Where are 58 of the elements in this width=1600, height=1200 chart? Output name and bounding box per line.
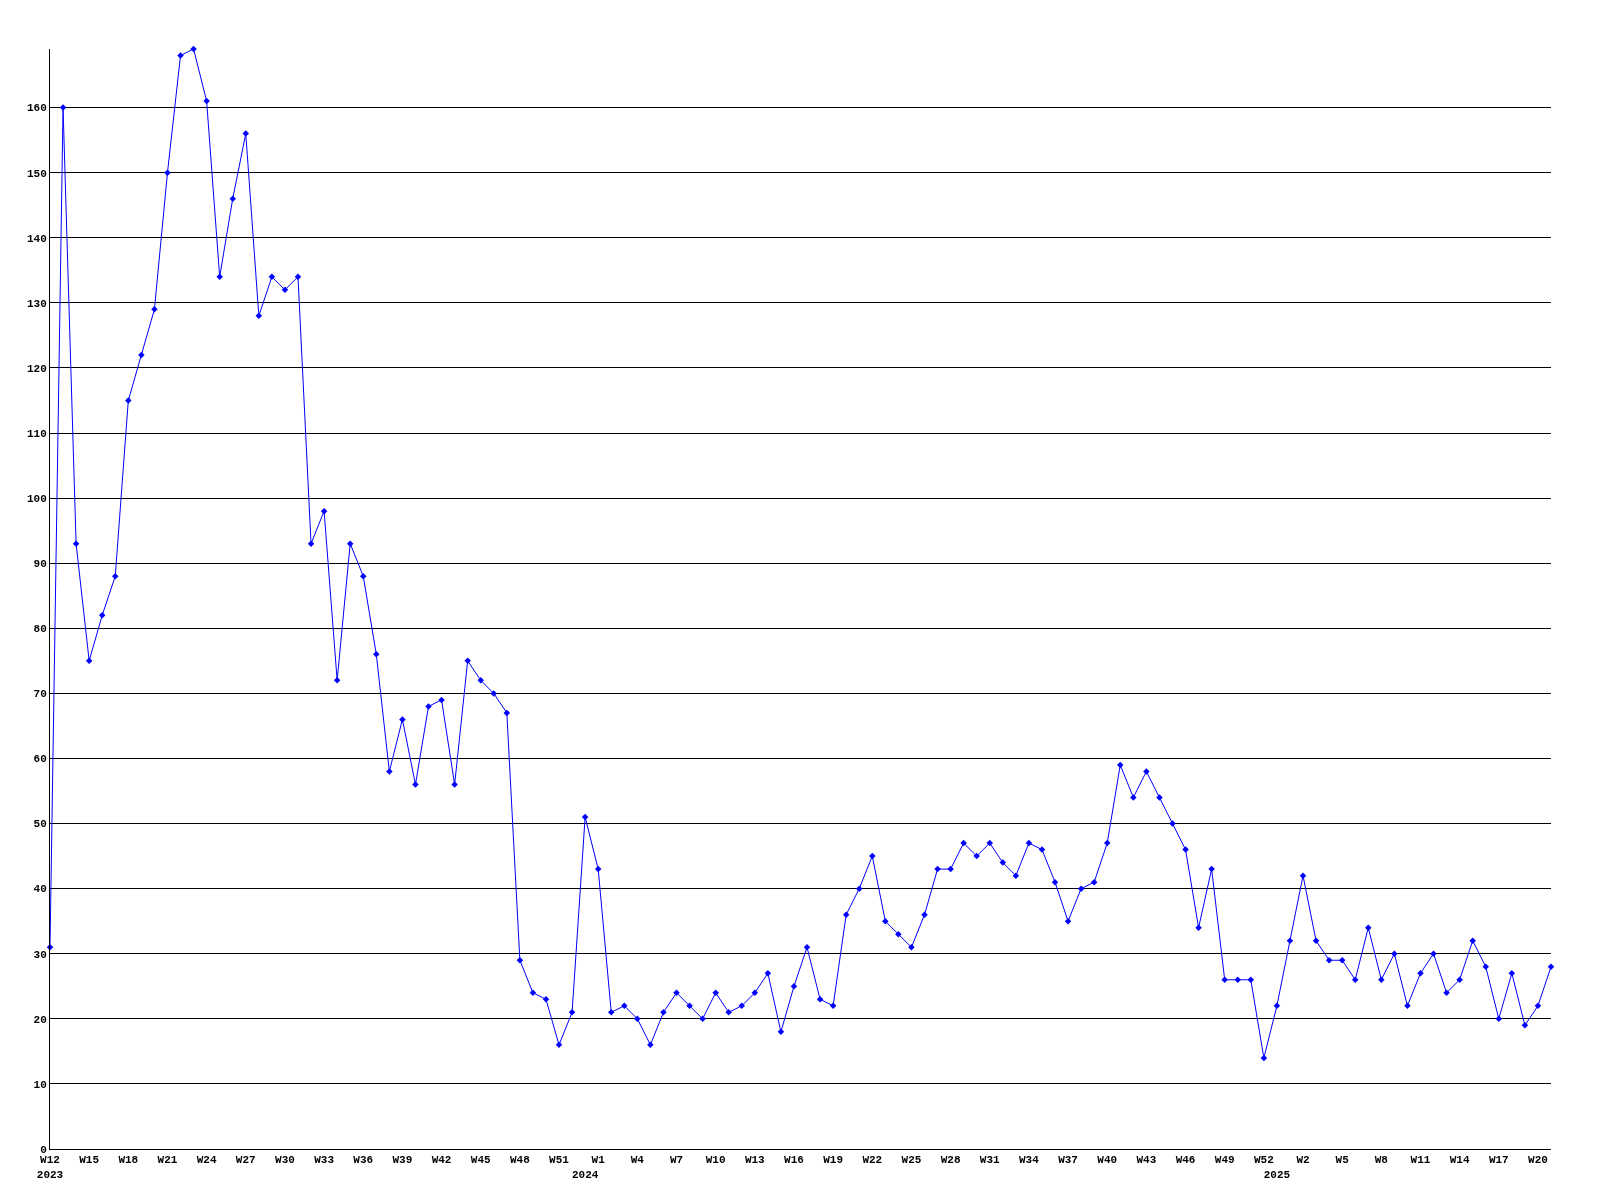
x-tick-label: W16 bbox=[784, 1154, 804, 1167]
y-tick-label: 140 bbox=[26, 232, 47, 245]
x-tick-label: W42 bbox=[431, 1154, 452, 1167]
x-tick-label: W43 bbox=[1136, 1154, 1157, 1167]
y-tick-label: 120 bbox=[26, 362, 47, 375]
x-tick-label: W12 2023 bbox=[36, 1154, 64, 1181]
x-tick-label: W21 bbox=[157, 1154, 178, 1167]
y-tick-label: 40 bbox=[33, 883, 47, 896]
x-tick-label: W2 bbox=[1296, 1154, 1310, 1167]
y-tick-label: 50 bbox=[33, 818, 47, 831]
y-tick-label: 0 bbox=[40, 1143, 47, 1156]
x-tick-label: 2025 bbox=[1263, 1168, 1291, 1181]
y-tick-label: 20 bbox=[33, 1013, 47, 1026]
x-tick-label: W39 bbox=[392, 1154, 413, 1167]
x-tick-label: W28 bbox=[940, 1154, 961, 1167]
x-tick-label: W33 bbox=[314, 1154, 335, 1167]
x-tick-label: W20 bbox=[1528, 1154, 1548, 1167]
x-tick-label: W49 bbox=[1214, 1154, 1235, 1167]
x-tick-label: W24 bbox=[196, 1154, 217, 1167]
y-tick-label: 60 bbox=[33, 753, 47, 766]
x-tick-label: W19 bbox=[823, 1154, 844, 1167]
y-tick-label: 100 bbox=[26, 492, 47, 505]
x-tick-label: W48 bbox=[509, 1154, 531, 1167]
y-tick-label: 30 bbox=[33, 948, 47, 961]
x-tick-label: W36 bbox=[353, 1154, 374, 1167]
x-tick-label: W8 bbox=[1374, 1154, 1389, 1167]
x-tick-label: W31 bbox=[979, 1154, 1001, 1167]
x-tick-label: W13 bbox=[744, 1154, 766, 1167]
x-tick-label: W10 bbox=[705, 1154, 726, 1167]
x-tick-label: W27 bbox=[235, 1154, 256, 1167]
x-tick-label: W30 bbox=[275, 1154, 295, 1167]
x-tick-label: W37 bbox=[1058, 1154, 1078, 1167]
x-tick-label: W4 bbox=[630, 1154, 645, 1167]
x-tick-label: W52 bbox=[1253, 1154, 1274, 1167]
x-tick-label: W1 bbox=[591, 1154, 606, 1167]
x-tick-label: W46 bbox=[1175, 1154, 1196, 1167]
x-tick-label: W51 bbox=[549, 1154, 570, 1167]
y-tick-label: 150 bbox=[26, 167, 47, 180]
y-tick-label: 10 bbox=[33, 1078, 47, 1091]
x-tick-label: W17 bbox=[1488, 1154, 1509, 1167]
x-tick-label: W18 bbox=[118, 1154, 139, 1167]
y-tick-label: 80 bbox=[33, 623, 47, 636]
x-tick-label: W25 bbox=[901, 1154, 922, 1167]
x-tick-label: W45 bbox=[470, 1154, 492, 1167]
y-tick-label: 70 bbox=[33, 688, 47, 701]
x-tick-label: W11 bbox=[1410, 1154, 1431, 1167]
x-tick-label: W15 bbox=[79, 1154, 100, 1167]
y-tick-label: 110 bbox=[26, 427, 47, 440]
y-tick-label: 160 bbox=[26, 102, 47, 115]
x-tick-label: W34 bbox=[1019, 1154, 1040, 1167]
x-tick-label: W5 bbox=[1335, 1154, 1350, 1167]
x-tick-label: W22 bbox=[862, 1154, 883, 1167]
y-tick-label: 130 bbox=[26, 297, 47, 310]
x-tick-label: 2024 bbox=[571, 1168, 599, 1181]
x-tick-label: W40 bbox=[1097, 1154, 1118, 1167]
x-tick-label: W7 bbox=[669, 1154, 684, 1167]
x-tick-label: W14 bbox=[1449, 1154, 1470, 1167]
y-tick-label: 90 bbox=[33, 558, 47, 571]
